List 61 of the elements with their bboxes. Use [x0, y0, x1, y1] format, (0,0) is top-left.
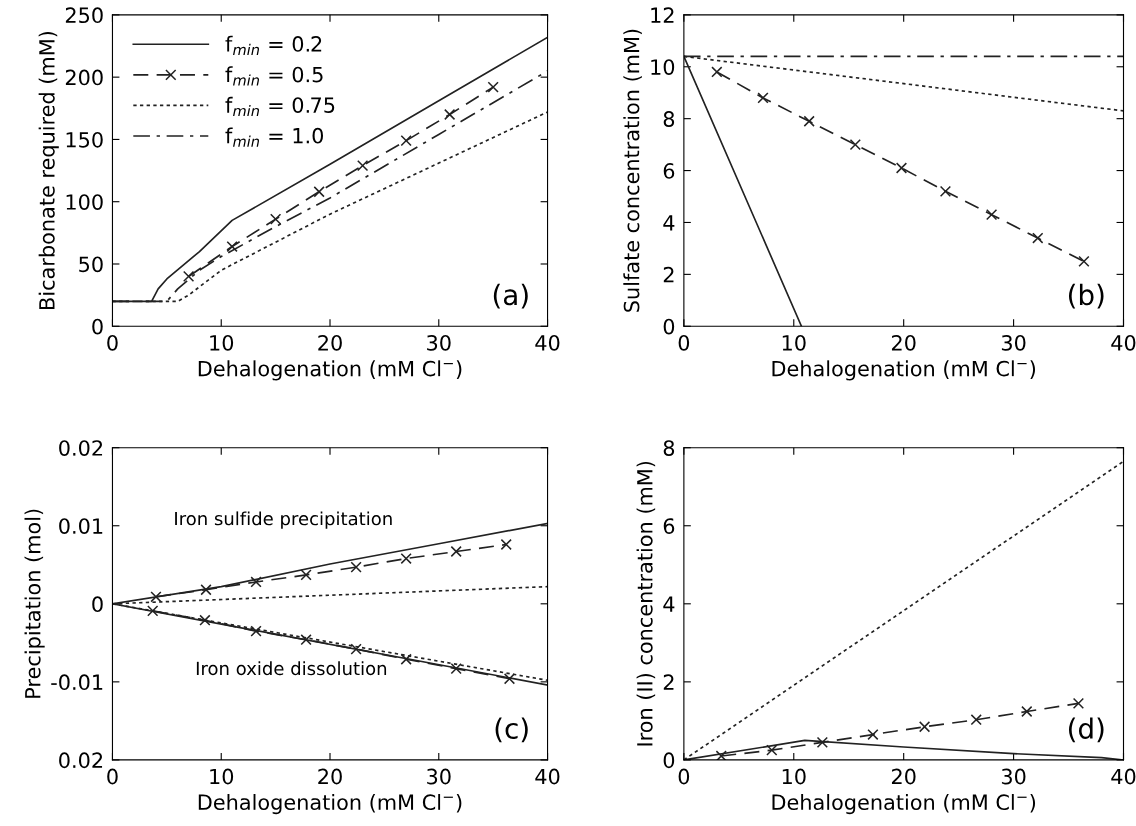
x-tick-label: 0 — [107, 334, 118, 351]
x-tick-label: 40 — [1111, 768, 1136, 785]
y-tick-label: 0 — [92, 318, 103, 335]
x-axis-title: Dehalogenation (mM Cl$^{−}$) — [772, 360, 1036, 381]
y-tick-label: 2 — [663, 266, 674, 283]
legend-label: f$_{min}$ = 0.2 — [225, 35, 322, 55]
y-axis-title: Sulfate concentration (mM) — [623, 29, 642, 312]
legend-label: f$_{min}$ = 0.75 — [225, 96, 335, 117]
x-tick-label: 20 — [891, 768, 916, 785]
y-tick-label: 4 — [663, 215, 675, 231]
y-tick-label: 0 — [663, 752, 675, 769]
x-tick-label: 40 — [1111, 334, 1136, 351]
y-tick-label: 100 — [66, 194, 103, 210]
annotation: (b) — [1069, 283, 1104, 309]
y-tick-label: 150 — [66, 131, 103, 148]
y-axis-title: Iron (II) concentration (mM) — [636, 461, 656, 746]
annotation: (a) — [493, 283, 528, 309]
annotation: (d) — [1069, 717, 1104, 743]
x-tick-label: 20 — [891, 334, 916, 351]
x-tick-label: 20 — [318, 768, 342, 785]
annotation: Iron sulfide precipitation — [175, 511, 392, 529]
y-tick-label: 6 — [663, 518, 675, 534]
y-tick-label: 2 — [663, 674, 674, 690]
x-tick-label: 0 — [107, 768, 118, 785]
legend-label: f$_{min}$ = 0.5 — [225, 66, 323, 86]
y-axis-title: Precipitation (mol) — [24, 509, 45, 698]
y-tick-label: 0.02 — [59, 440, 103, 456]
y-tick-label: 8 — [663, 440, 675, 456]
y-tick-label: 8 — [663, 111, 675, 127]
annotation: Iron oxide dissolution — [196, 661, 387, 676]
x-tick-label: 30 — [427, 768, 451, 785]
x-tick-label: 20 — [318, 334, 342, 351]
x-axis-title: Dehalogenation (mM Cl$^{−}$) — [198, 360, 462, 381]
x-tick-label: 0 — [678, 334, 690, 351]
y-tick-label: 0 — [92, 596, 103, 613]
x-axis-title: Dehalogenation (mM Cl$^{−}$) — [198, 793, 462, 815]
x-axis-title: Dehalogenation (mM Cl$^{−}$) — [772, 793, 1036, 815]
y-tick-label: 10 — [651, 59, 675, 75]
x-tick-label: 40 — [535, 768, 560, 785]
x-tick-label: 40 — [535, 334, 560, 351]
x-tick-label: 10 — [782, 334, 806, 351]
y-tick-label: 12 — [651, 7, 674, 23]
x-tick-label: 30 — [427, 334, 451, 351]
x-tick-label: 0 — [678, 768, 690, 785]
y-tick-label: 50 — [79, 256, 103, 273]
y-tick-label: 0.01 — [59, 518, 103, 534]
x-tick-label: 30 — [1001, 334, 1026, 351]
x-tick-label: 10 — [782, 768, 806, 785]
legend-label: f$_{min}$ = 1.0 — [225, 127, 324, 147]
y-tick-label: 250 — [65, 7, 103, 24]
annotation: (c) — [495, 717, 528, 743]
x-tick-label: 30 — [1001, 768, 1026, 785]
y-tick-label: 200 — [65, 69, 103, 86]
x-tick-label: 10 — [210, 768, 234, 785]
y-tick-label: -0.01 — [51, 674, 103, 691]
y-tick-label: 4 — [663, 596, 675, 612]
y-tick-label: 0.02 — [59, 752, 103, 769]
y-tick-label: 0 — [663, 318, 675, 335]
y-axis-title: Bicarbonate required (mM) — [38, 31, 59, 309]
x-tick-label: 10 — [210, 334, 234, 351]
y-tick-label: 6 — [663, 163, 675, 179]
